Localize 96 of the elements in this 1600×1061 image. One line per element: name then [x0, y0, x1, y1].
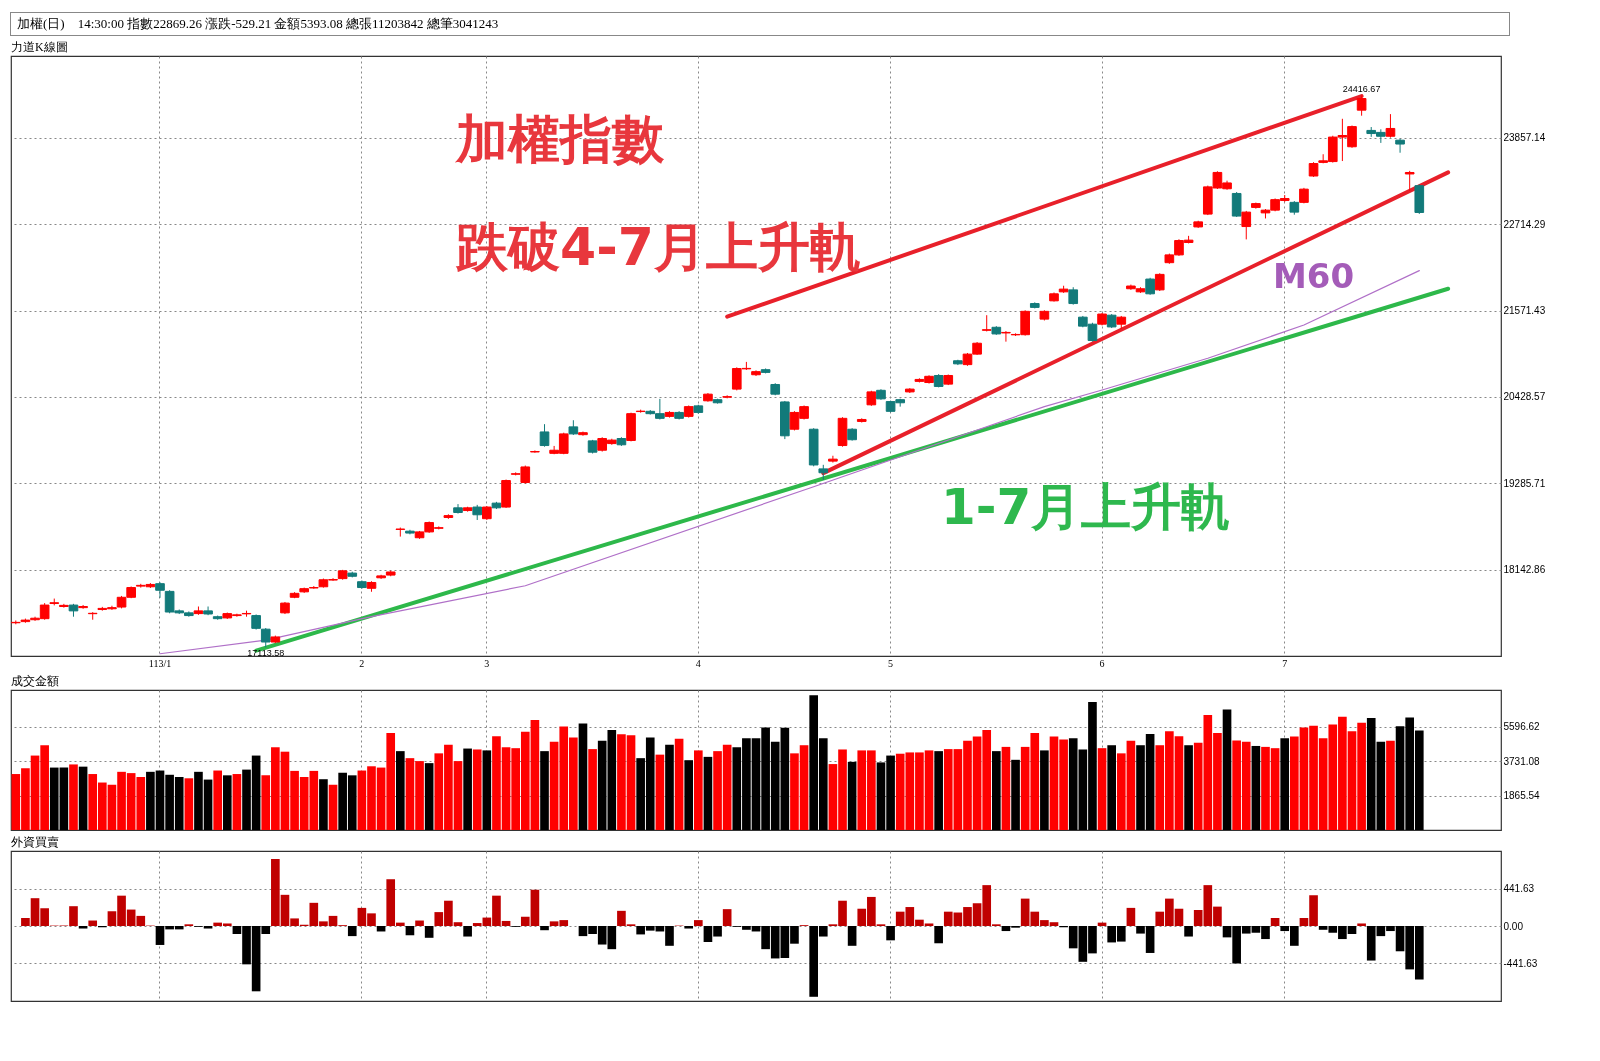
- y-tick-label: 441.63: [1503, 883, 1535, 895]
- x-tick-label: 5: [888, 658, 894, 669]
- candlestick: [1356, 95, 1367, 117]
- bar: [1184, 745, 1193, 830]
- candlestick: [1231, 191, 1242, 218]
- x-tick-label: 2: [359, 658, 365, 669]
- candlestick: [539, 423, 550, 448]
- y-tick-label: -441.63: [1503, 957, 1538, 969]
- bar: [347, 926, 357, 937]
- annotation: 1-7月上升軌: [941, 478, 1232, 536]
- bar: [847, 926, 857, 946]
- bar: [847, 761, 857, 830]
- bar: [1001, 746, 1011, 830]
- bar: [405, 926, 415, 936]
- y-tick-label: 19285.71: [1503, 477, 1546, 489]
- bar: [396, 751, 405, 830]
- candlestick: [260, 627, 271, 648]
- bar: [222, 775, 232, 830]
- x-tick-label: 7: [1282, 658, 1288, 669]
- bar: [328, 784, 338, 830]
- x-tick-label: 113/1: [148, 658, 172, 669]
- bar: [69, 764, 78, 830]
- bar: [463, 926, 472, 937]
- bar: [722, 909, 732, 926]
- y-tick-label: 1865.54: [1503, 790, 1541, 802]
- bar: [886, 926, 895, 941]
- bar: [78, 926, 88, 929]
- annotation: 跌破4-7月上升軌: [455, 217, 862, 277]
- bar: [578, 723, 588, 830]
- chart-title: 力道K線圖: [10, 40, 68, 54]
- bar: [415, 920, 424, 926]
- bar: [88, 920, 98, 926]
- bar: [703, 756, 713, 830]
- bar: [184, 778, 194, 830]
- bar: [684, 760, 694, 830]
- bar: [694, 920, 703, 926]
- chart-title: 外資買賣: [11, 835, 59, 849]
- bar: [1357, 923, 1366, 926]
- candlestick: [78, 604, 88, 610]
- bar: [1251, 745, 1261, 830]
- bar: [1011, 759, 1020, 830]
- y-tick-label: 0.00: [1503, 920, 1524, 932]
- bar: [1280, 738, 1290, 830]
- candlestick: [1395, 138, 1405, 154]
- text: 加權(日) 14:30:00 指數22869.26 漲跌-529.21 金額5393.08 總張11203842 總筆3041243: [10, 12, 1510, 36]
- bar: [992, 751, 1001, 830]
- bar: [540, 751, 549, 830]
- bar: [934, 926, 943, 944]
- y-tick-label: 3731.08: [1503, 755, 1541, 767]
- y-tick-label: 18142.86: [1503, 564, 1546, 576]
- bar: [1097, 748, 1107, 830]
- bar: [934, 751, 943, 830]
- bar: [1126, 907, 1136, 926]
- bar: [540, 926, 549, 931]
- bar: [319, 779, 328, 830]
- x-tick-label: 6: [1099, 658, 1105, 669]
- candlestick: [155, 581, 165, 599]
- bar: [1107, 745, 1116, 830]
- bar: [655, 754, 665, 830]
- bar: [588, 749, 597, 830]
- chart-title: 成交金額: [11, 674, 59, 688]
- bar: [694, 750, 703, 830]
- candlestick: [530, 449, 540, 454]
- bar: [684, 926, 694, 929]
- annotation: 24416.67: [1342, 83, 1381, 94]
- bar: [424, 763, 434, 830]
- bar: [1040, 750, 1049, 830]
- y-tick-label: 20428.57: [1503, 391, 1546, 403]
- bar: [232, 774, 242, 830]
- x-tick-label: 4: [695, 658, 701, 669]
- bar: [1386, 740, 1395, 830]
- candlestick: [1241, 210, 1252, 240]
- annotation: M60: [1273, 256, 1355, 296]
- bar: [1270, 917, 1280, 926]
- bar: [1222, 709, 1232, 830]
- bar: [463, 748, 472, 830]
- bar: [472, 749, 482, 830]
- candlestick: [1404, 170, 1415, 192]
- bar: [69, 906, 78, 926]
- bar: [665, 744, 674, 830]
- y-tick-label: 21571.43: [1503, 305, 1546, 317]
- y-tick-label: 22714.29: [1503, 218, 1546, 230]
- candlestick: [1385, 113, 1396, 139]
- candlestick: [59, 603, 69, 609]
- candlestick: [1001, 330, 1011, 343]
- bar: [78, 766, 88, 830]
- y-tick-label: 23857.14: [1503, 132, 1546, 144]
- x-tick-label: 3: [484, 658, 490, 669]
- annotation: 加權指數: [454, 109, 665, 169]
- bar: [674, 738, 684, 830]
- bar: [1184, 926, 1193, 937]
- annotation: 17113.58: [247, 648, 285, 659]
- bar: [424, 926, 434, 938]
- bar: [213, 770, 222, 830]
- y-tick-label: 5596.62: [1503, 721, 1541, 733]
- bar: [482, 750, 492, 830]
